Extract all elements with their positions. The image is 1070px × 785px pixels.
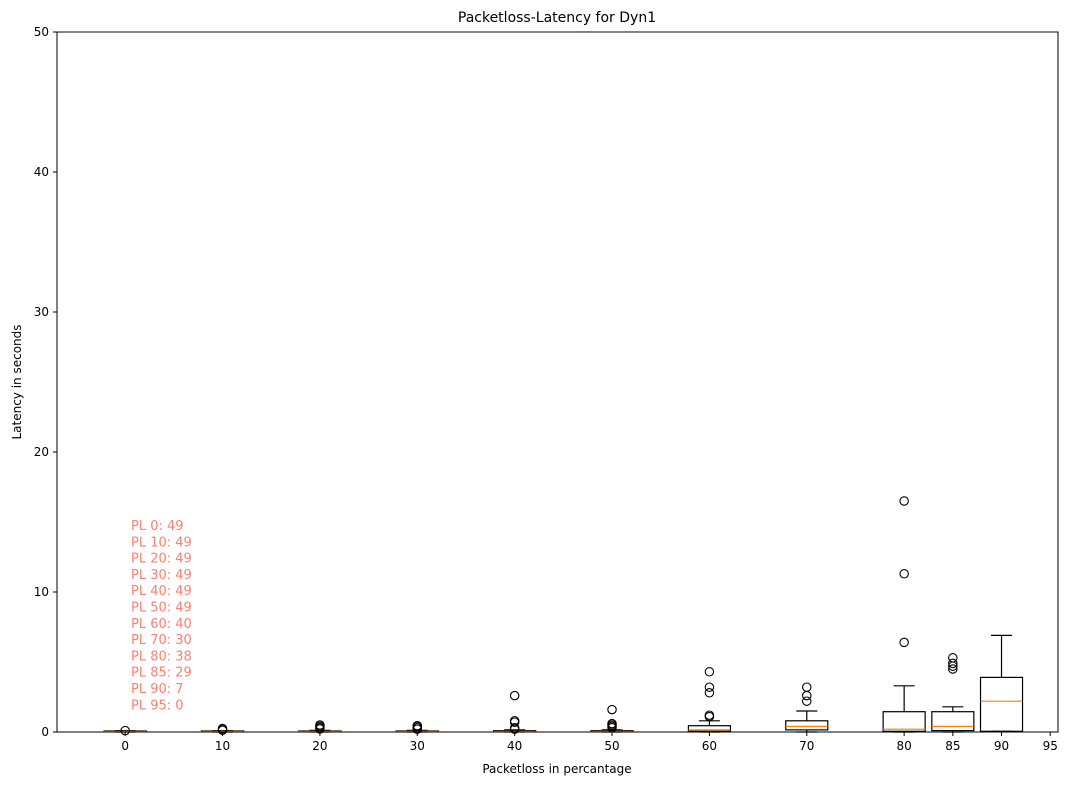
annotation-pl-count: PL 95: 0 bbox=[131, 698, 184, 713]
box-group-90 bbox=[979, 634, 1024, 732]
x-tick-label: 30 bbox=[410, 739, 425, 753]
box bbox=[931, 711, 975, 732]
x-tick-label: 50 bbox=[604, 739, 619, 753]
outlier-point bbox=[899, 496, 909, 506]
x-tick-label: 40 bbox=[507, 739, 522, 753]
outlier-point bbox=[899, 569, 909, 579]
box-group-85 bbox=[931, 653, 975, 733]
annotation-pl-count: PL 30: 49 bbox=[131, 568, 192, 583]
x-tick-label: 70 bbox=[799, 739, 814, 753]
y-axis-title: Latency in seconds bbox=[10, 324, 24, 439]
box bbox=[882, 711, 926, 732]
box-group-80 bbox=[882, 496, 926, 733]
x-axis-title: Packetloss in percantage bbox=[482, 762, 631, 776]
x-tick-label: 90 bbox=[994, 739, 1009, 753]
outlier-point bbox=[948, 658, 958, 669]
chart-title: Packetloss-Latency for Dyn1 bbox=[458, 10, 656, 26]
box bbox=[785, 720, 829, 731]
outlier-point bbox=[948, 653, 958, 663]
annotation-pl-count: PL 80: 38 bbox=[131, 649, 192, 664]
y-tick-label: 0 bbox=[41, 725, 49, 739]
annotation-pl-count: PL 20: 49 bbox=[131, 552, 192, 567]
outlier-point bbox=[509, 690, 520, 701]
x-tick-label: 60 bbox=[702, 739, 717, 753]
box-group-50 bbox=[590, 704, 634, 733]
annotation-pl-count: PL 50: 49 bbox=[131, 601, 192, 616]
x-tick-label: 85 bbox=[945, 739, 960, 753]
outlier-point bbox=[704, 667, 715, 677]
box-group-60 bbox=[687, 667, 732, 733]
annotation-pl-count: PL 40: 49 bbox=[131, 584, 192, 599]
outlier-point bbox=[802, 682, 812, 692]
outlier-point bbox=[607, 718, 617, 729]
outlier-point bbox=[509, 716, 520, 726]
box bbox=[979, 676, 1024, 732]
y-tick-label: 30 bbox=[34, 305, 49, 319]
outlier-point bbox=[704, 710, 715, 720]
y-tick-label: 20 bbox=[34, 445, 49, 459]
outlier-point bbox=[948, 664, 958, 674]
annotation-pl-count: PL 70: 30 bbox=[131, 633, 192, 648]
outlier-point bbox=[802, 696, 812, 706]
outlier-point bbox=[607, 704, 617, 715]
outlier-point bbox=[704, 682, 715, 692]
annotation-pl-count: PL 10: 49 bbox=[131, 535, 192, 550]
outlier-point bbox=[802, 690, 812, 701]
annotation-pl-count: PL 0: 49 bbox=[131, 519, 184, 534]
x-tick-label: 95 bbox=[1043, 739, 1058, 753]
x-tick-label: 10 bbox=[215, 739, 230, 753]
x-tick-label: 0 bbox=[121, 739, 129, 753]
annotation-pl-count: PL 60: 40 bbox=[131, 617, 192, 632]
box-group-40 bbox=[493, 690, 537, 734]
plot-area: 0 10 20 30 40 50 60 70 80 85 90 95 0 10 20 30 40 50 PL 0: … bbox=[34, 25, 1059, 753]
y-tick-label: 40 bbox=[34, 165, 49, 179]
outlier-point bbox=[315, 720, 325, 730]
outlier-point bbox=[704, 688, 715, 698]
y-tick-label: 50 bbox=[34, 25, 49, 39]
outlier-point bbox=[899, 637, 909, 648]
annotation-pl-count: PL 90: 7 bbox=[131, 682, 184, 697]
box-group-20 bbox=[298, 720, 342, 734]
box-group-70 bbox=[785, 682, 829, 733]
x-tick-label: 80 bbox=[897, 739, 912, 753]
y-tick-label: 10 bbox=[34, 585, 49, 599]
axes-frame bbox=[56, 31, 1059, 733]
x-tick-label: 20 bbox=[312, 739, 327, 753]
box bbox=[687, 725, 732, 732]
outlier-point bbox=[412, 720, 423, 731]
annotation-pl-count: PL 85: 29 bbox=[131, 666, 192, 681]
